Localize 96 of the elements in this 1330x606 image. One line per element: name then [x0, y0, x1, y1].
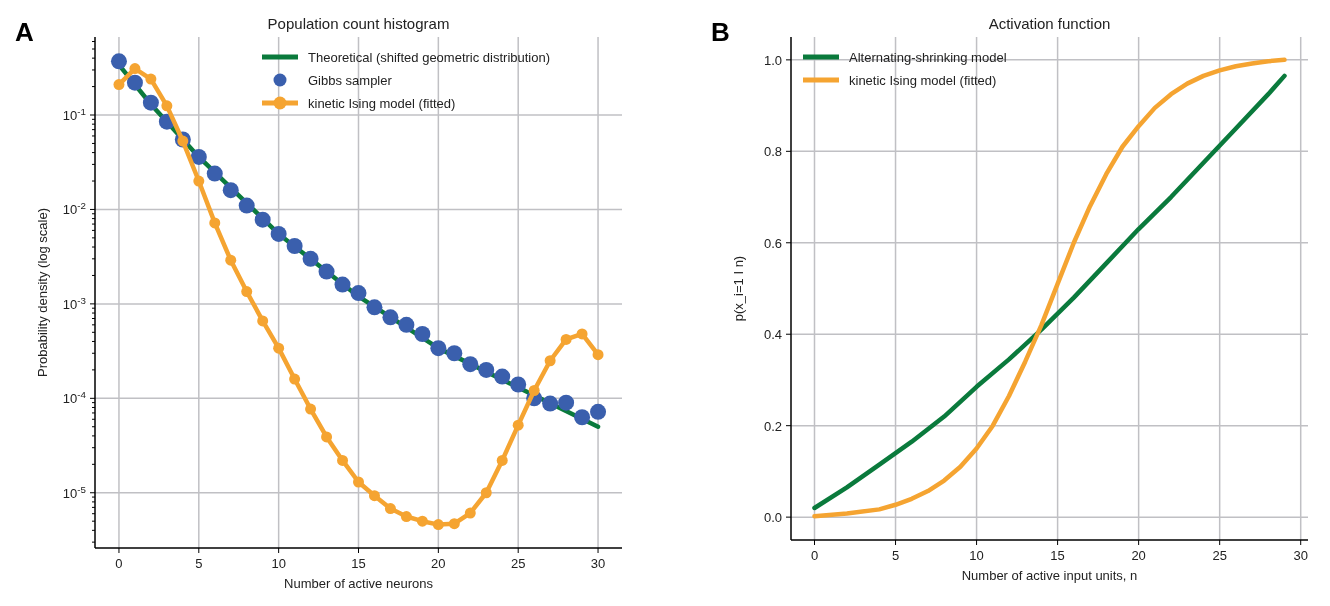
y-tick-label: 10$^{-3}$ — [62, 294, 86, 312]
point — [110, 53, 127, 70]
point — [222, 182, 239, 199]
y-tick-label: 1.0 — [763, 52, 782, 68]
y-tick-label: 10$^{-5}$ — [62, 483, 87, 501]
point — [113, 79, 125, 91]
point — [464, 507, 476, 519]
x-tick-label: 10 — [969, 548, 984, 563]
point — [142, 94, 159, 111]
point — [238, 197, 255, 214]
point — [398, 316, 415, 333]
x-tick-label: 30 — [1293, 548, 1308, 563]
point — [286, 238, 303, 255]
point — [145, 73, 157, 85]
legend-label: kinetic Ising model (fitted) — [308, 96, 456, 111]
point — [126, 74, 143, 91]
x-axis-title: Number of active input units, n — [961, 568, 1138, 583]
point — [353, 476, 364, 488]
legend-label: Alternating-shrinking model — [849, 50, 1007, 65]
legend-label: Gibbs sampler — [308, 73, 393, 88]
point — [321, 431, 333, 443]
point — [446, 345, 463, 362]
point — [190, 148, 207, 165]
point — [273, 342, 285, 354]
legend-label: Theoretical (shifted geometric distribution) — [308, 50, 551, 65]
y-axis-title: Probability density (log scale) — [35, 207, 50, 378]
point — [302, 250, 319, 267]
x-tick-label: 15 — [1050, 548, 1065, 563]
point — [576, 328, 588, 340]
x-tick-label: 5 — [195, 556, 203, 571]
point — [480, 487, 492, 499]
point — [462, 356, 479, 373]
y-tick-label: 0.8 — [763, 144, 782, 160]
x-tick-label: 20 — [431, 556, 446, 571]
point — [590, 403, 607, 420]
point — [368, 490, 380, 502]
point — [448, 518, 460, 530]
point — [512, 419, 524, 431]
point — [382, 309, 399, 326]
point — [528, 385, 540, 396]
point — [334, 276, 351, 293]
chart-title: Activation function — [988, 15, 1111, 32]
point — [225, 254, 237, 266]
x-axis-title: Number of active neurons — [284, 576, 434, 591]
point — [241, 286, 253, 298]
point — [337, 454, 349, 466]
legend-label: kinetic Ising model (fitted) — [849, 73, 997, 88]
point — [478, 361, 495, 378]
point — [289, 373, 301, 385]
point — [414, 325, 431, 342]
x-tick-label: 25 — [1212, 548, 1227, 563]
point — [350, 285, 367, 302]
y-tick-label: 0.0 — [763, 510, 782, 526]
point — [193, 175, 205, 187]
y-axis-title: p(x_i=1 I n) — [731, 255, 746, 322]
point — [494, 368, 511, 385]
point — [560, 333, 572, 345]
point — [510, 376, 527, 393]
point — [542, 395, 559, 412]
point — [592, 349, 604, 361]
point — [430, 340, 447, 357]
point — [544, 355, 556, 367]
x-tick-label: 10 — [271, 556, 286, 571]
x-tick-label: 5 — [891, 548, 900, 563]
y-tick-label: 0.4 — [763, 327, 782, 343]
x-tick-label: 25 — [510, 556, 526, 571]
point — [366, 299, 383, 316]
chart-title: Population count histogram — [267, 15, 450, 32]
point — [574, 409, 591, 426]
point — [305, 403, 317, 415]
point — [400, 511, 412, 523]
y-tick-label: 10$^{-1}$ — [62, 105, 86, 124]
text: A — [15, 17, 34, 47]
y-tick-label: 0.2 — [763, 418, 782, 434]
text: B — [711, 17, 730, 47]
point — [270, 225, 287, 242]
y-tick-label: 10$^{-2}$ — [62, 199, 86, 218]
point — [558, 394, 575, 411]
point — [206, 165, 223, 182]
x-tick-label: 20 — [1131, 548, 1146, 563]
point — [209, 217, 221, 229]
point — [384, 503, 396, 515]
y-tick-label: 0.6 — [763, 235, 782, 251]
x-tick-label: 15 — [351, 556, 366, 571]
point — [416, 515, 428, 527]
point — [318, 263, 335, 280]
point — [496, 454, 508, 466]
x-tick-label: 0 — [810, 548, 819, 563]
point — [129, 63, 141, 75]
y-tick-label: 10$^{-4}$ — [62, 388, 87, 407]
x-tick-label: 30 — [590, 556, 606, 571]
point — [432, 519, 444, 531]
point — [257, 315, 269, 327]
point — [161, 100, 173, 112]
point — [254, 211, 271, 228]
x-tick-label: 0 — [115, 556, 123, 571]
